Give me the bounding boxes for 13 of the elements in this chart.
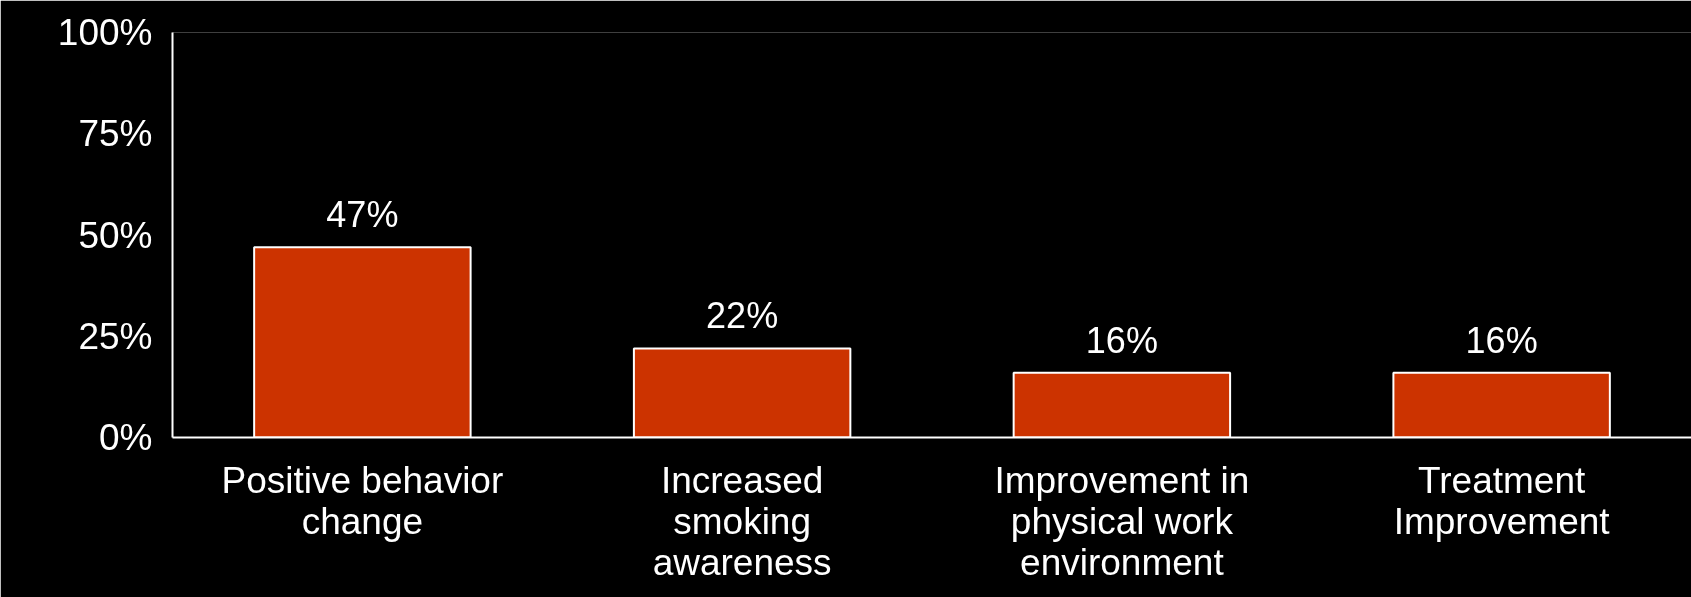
- x-tick-label: Increased smoking awareness: [652, 459, 832, 583]
- y-tick-label: 50%: [78, 214, 153, 256]
- x-tick-label: Treatment Improvement: [1393, 459, 1611, 542]
- y-tick-label: 75%: [78, 113, 153, 155]
- data-label: 22%: [706, 295, 779, 337]
- y-tick-label: 100%: [57, 12, 153, 53]
- x-tick-label: Positive behavior change: [221, 459, 504, 542]
- data-label: 16%: [1465, 319, 1538, 361]
- x-tick-label: Improvement in physical work environment: [994, 459, 1250, 583]
- y-tick-label: 25%: [78, 315, 153, 357]
- data-label: 47%: [326, 194, 399, 236]
- data-label: 16%: [1085, 319, 1158, 361]
- y-tick-label: 0%: [99, 417, 153, 458]
